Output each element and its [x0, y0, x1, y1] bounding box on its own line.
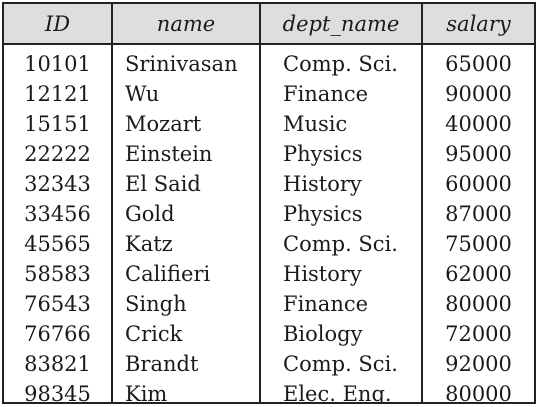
cell-name: Califieri [111, 259, 260, 289]
table-row: 32343 El Said History 60000 [4, 169, 534, 199]
cell-id: 58583 [24, 262, 91, 286]
cell-salary: 90000 [421, 79, 534, 109]
cell-salary: 95000 [421, 139, 534, 169]
cell-id: 33456 [24, 202, 91, 226]
cell-id: 76543 [24, 292, 91, 316]
cell-salary: 80000 [421, 289, 534, 319]
cell-name: El Said [111, 169, 260, 199]
table-row: 58583 Califieri History 62000 [4, 259, 534, 289]
table-row: 15151 Mozart Music 40000 [4, 109, 534, 139]
cell-dept-name: Comp. Sci. [259, 229, 422, 259]
table-row: 83821 Brandt Comp. Sci. 92000 [4, 349, 534, 379]
table-row: 12121 Wu Finance 90000 [4, 79, 534, 109]
column-header-dept-name: dept_name [259, 4, 422, 45]
cell-dept-name: Comp. Sci. [259, 349, 422, 379]
cell-id: 15151 [24, 112, 91, 136]
cell-dept-name: Finance [259, 79, 422, 109]
cell-id: 76766 [24, 322, 91, 346]
cell-name: Wu [111, 79, 260, 109]
cell-dept-name: Physics [259, 199, 422, 229]
cell-name: Srinivasan [111, 44, 260, 79]
cell-id: 32343 [24, 172, 91, 196]
cell-id: 98345 [24, 382, 91, 404]
cell-name: Brandt [111, 349, 260, 379]
table-row: 45565 Katz Comp. Sci. 75000 [4, 229, 534, 259]
table-row: 76766 Crick Biology 72000 [4, 319, 534, 349]
column-header-id: ID [4, 4, 112, 45]
cell-name: Mozart [111, 109, 260, 139]
table-row: 76543 Singh Finance 80000 [4, 289, 534, 319]
cell-salary: 62000 [421, 259, 534, 289]
cell-id: 45565 [24, 232, 91, 256]
cell-dept-name: Finance [259, 289, 422, 319]
instructor-relation-table: ID name dept_name salary 10101 Srinivasa… [4, 4, 534, 404]
cell-id: 12121 [24, 82, 91, 106]
cell-salary: 87000 [421, 199, 534, 229]
cell-name: Katz [111, 229, 260, 259]
cell-dept-name: Biology [259, 319, 422, 349]
cell-name: Kim [111, 379, 260, 402]
cell-salary: 80000 [421, 379, 534, 402]
cell-dept-name: Elec. Eng. [259, 379, 422, 402]
cell-salary: 72000 [421, 319, 534, 349]
table-header-row: ID name dept_name salary [4, 4, 534, 45]
table-row: 33456 Gold Physics 87000 [4, 199, 534, 229]
cell-id: 22222 [24, 142, 91, 166]
table-row: 98345 Kim Elec. Eng. 80000 [4, 379, 534, 404]
table-row: 10101 Srinivasan Comp. Sci. 65000 [4, 44, 534, 79]
cell-id: 10101 [24, 52, 91, 76]
cell-name: Einstein [111, 139, 260, 169]
cell-name: Singh [111, 289, 260, 319]
cell-dept-name: History [259, 169, 422, 199]
cell-salary: 92000 [421, 349, 534, 379]
column-header-name: name [111, 4, 260, 45]
cell-salary: 75000 [421, 229, 534, 259]
cell-dept-name: Physics [259, 139, 422, 169]
cell-salary: 65000 [421, 44, 534, 79]
cell-name: Gold [111, 199, 260, 229]
cell-dept-name: Comp. Sci. [259, 44, 422, 79]
column-header-salary: salary [421, 4, 534, 45]
cell-id: 83821 [24, 352, 91, 376]
table-row: 22222 Einstein Physics 95000 [4, 139, 534, 169]
cell-salary: 40000 [421, 109, 534, 139]
relation-table-frame: ID name dept_name salary 10101 Srinivasa… [2, 2, 536, 404]
cell-name: Crick [111, 319, 260, 349]
cell-dept-name: History [259, 259, 422, 289]
cell-dept-name: Music [259, 109, 422, 139]
cell-salary: 60000 [421, 169, 534, 199]
